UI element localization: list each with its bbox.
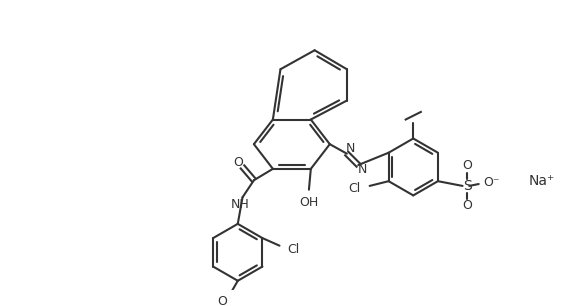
- Text: N: N: [346, 142, 355, 155]
- Text: Na⁺: Na⁺: [528, 174, 554, 188]
- Text: O: O: [218, 295, 228, 306]
- Text: Cl: Cl: [287, 243, 299, 256]
- Text: O: O: [233, 156, 243, 169]
- Text: N: N: [357, 163, 366, 176]
- Text: O: O: [462, 199, 472, 212]
- Text: NH: NH: [230, 198, 249, 211]
- Text: O: O: [462, 159, 472, 173]
- Text: S: S: [463, 179, 472, 193]
- Text: Cl: Cl: [348, 182, 360, 195]
- Text: OH: OH: [299, 196, 318, 209]
- Text: O⁻: O⁻: [483, 176, 500, 188]
